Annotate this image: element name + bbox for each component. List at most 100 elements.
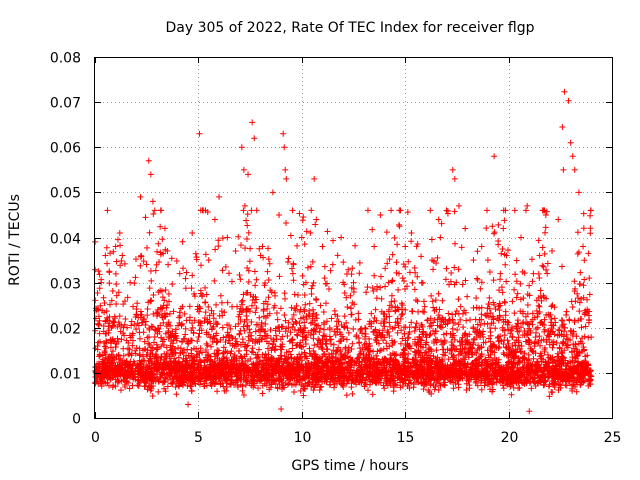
data-point	[400, 261, 407, 268]
data-point	[262, 351, 269, 358]
data-point	[455, 296, 462, 303]
data-point	[265, 256, 272, 263]
data-point	[287, 232, 294, 239]
data-point	[510, 347, 517, 354]
data-point	[202, 309, 209, 316]
data-point	[124, 324, 131, 331]
data-point	[219, 235, 226, 242]
data-point	[301, 374, 308, 381]
data-point	[118, 336, 125, 343]
data-point	[504, 337, 511, 344]
data-point	[309, 282, 316, 289]
data-point	[546, 393, 553, 400]
data-point	[541, 294, 548, 301]
data-point	[205, 303, 212, 310]
data-point	[198, 374, 205, 381]
data-point	[255, 327, 262, 334]
data-point	[369, 285, 376, 292]
data-point	[398, 327, 405, 334]
data-point	[219, 324, 226, 331]
data-point	[411, 286, 418, 293]
data-point	[136, 362, 143, 369]
data-point	[421, 309, 428, 316]
data-point	[193, 351, 200, 358]
data-point	[478, 343, 485, 350]
data-point	[472, 316, 479, 323]
data-point	[262, 280, 269, 287]
data-point	[404, 283, 411, 290]
data-point	[464, 340, 471, 347]
data-point	[232, 340, 239, 347]
data-point	[165, 319, 172, 326]
data-point	[587, 212, 594, 219]
data-point	[482, 374, 489, 381]
data-point	[363, 289, 370, 296]
data-point	[236, 357, 243, 364]
data-point	[285, 380, 292, 387]
data-point	[528, 385, 535, 392]
data-point	[309, 313, 316, 320]
data-point	[311, 384, 318, 391]
data-point	[457, 342, 464, 349]
data-point	[139, 376, 146, 383]
data-point	[478, 304, 485, 311]
data-point	[528, 256, 535, 263]
data-point	[150, 210, 157, 217]
data-point	[573, 370, 580, 377]
data-point	[163, 344, 170, 351]
data-point	[308, 207, 315, 214]
data-point	[534, 313, 541, 320]
data-point	[557, 362, 564, 369]
data-point	[237, 276, 244, 283]
data-point	[96, 369, 103, 376]
data-point	[350, 289, 357, 296]
data-point	[154, 344, 161, 351]
data-point	[133, 311, 140, 318]
data-point	[541, 207, 548, 214]
data-point	[134, 320, 141, 327]
data-point	[223, 384, 230, 391]
data-point	[485, 354, 492, 361]
data-point	[114, 323, 121, 330]
data-point	[218, 299, 225, 306]
data-point	[393, 366, 400, 373]
data-point	[370, 318, 377, 325]
data-point	[220, 334, 227, 341]
data-point	[453, 370, 460, 377]
data-point	[186, 303, 193, 310]
data-point	[303, 228, 310, 235]
data-point	[102, 318, 109, 325]
data-point	[159, 294, 166, 301]
data-point	[104, 314, 111, 321]
data-point	[414, 240, 421, 247]
data-point	[361, 383, 368, 390]
data-point	[395, 221, 402, 228]
data-point	[474, 382, 481, 389]
data-point	[369, 378, 376, 385]
data-point	[448, 338, 455, 345]
data-point	[311, 342, 318, 349]
data-point	[312, 221, 319, 228]
data-point	[556, 345, 563, 352]
data-point	[508, 377, 515, 384]
data-point	[102, 343, 109, 350]
data-point	[581, 276, 588, 283]
data-point	[307, 263, 314, 270]
data-point	[285, 319, 292, 326]
data-point	[124, 375, 131, 382]
data-point	[168, 353, 175, 360]
data-point	[276, 381, 283, 388]
data-point	[581, 310, 588, 317]
data-point	[427, 207, 434, 214]
data-point	[516, 346, 523, 353]
data-point	[395, 322, 402, 329]
data-point	[560, 338, 567, 345]
data-point	[527, 329, 534, 336]
data-point	[109, 337, 116, 344]
data-point	[563, 368, 570, 375]
data-point	[158, 353, 165, 360]
data-point	[485, 335, 492, 342]
data-point	[162, 361, 169, 368]
data-point	[542, 229, 549, 236]
data-point	[581, 333, 588, 340]
